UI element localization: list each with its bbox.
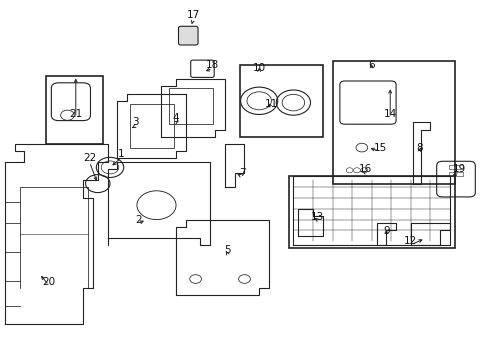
Text: 7: 7: [238, 168, 245, 178]
Text: 11: 11: [264, 99, 278, 109]
Text: 21: 21: [69, 109, 82, 120]
Text: 2: 2: [135, 215, 142, 225]
FancyBboxPatch shape: [178, 26, 198, 45]
Text: 13: 13: [310, 212, 324, 222]
Bar: [332, 61, 454, 184]
Bar: [448, 172, 462, 176]
Text: 1: 1: [118, 149, 124, 159]
Text: 9: 9: [382, 226, 389, 236]
Text: 18: 18: [205, 60, 219, 70]
Bar: [239, 65, 322, 137]
Text: 20: 20: [42, 276, 55, 287]
Text: 12: 12: [403, 236, 417, 246]
Text: 14: 14: [383, 109, 396, 120]
Text: 16: 16: [358, 164, 372, 174]
Text: 4: 4: [172, 113, 179, 123]
Bar: [168, 88, 212, 124]
Text: 22: 22: [82, 153, 96, 163]
Text: 8: 8: [415, 143, 422, 153]
Text: 3: 3: [132, 117, 139, 127]
Text: 6: 6: [367, 60, 374, 70]
Bar: [288, 176, 454, 248]
Text: 5: 5: [224, 245, 230, 255]
Bar: [448, 165, 462, 169]
Bar: [46, 76, 102, 144]
Text: 19: 19: [452, 164, 466, 174]
Bar: [129, 104, 173, 148]
Text: 15: 15: [373, 143, 386, 153]
Text: 10: 10: [252, 63, 265, 73]
Text: 17: 17: [186, 10, 200, 20]
